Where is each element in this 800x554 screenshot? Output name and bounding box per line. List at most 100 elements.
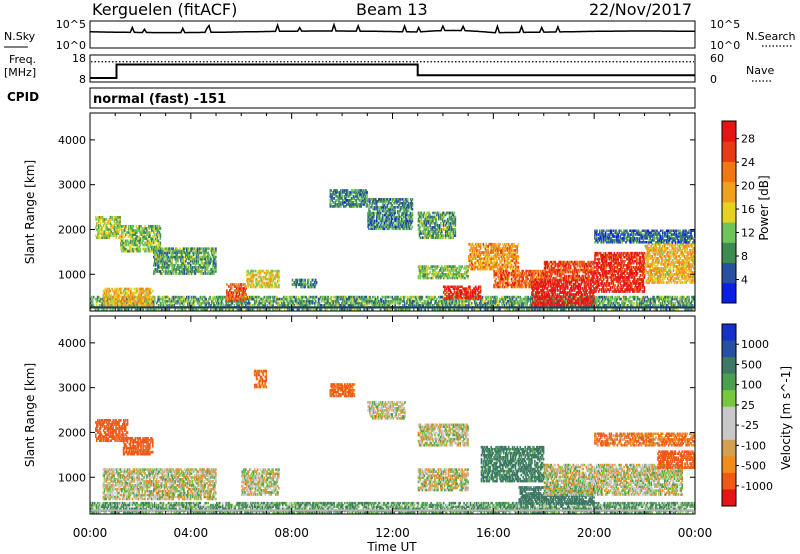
data-cell	[504, 295, 506, 299]
data-cell	[380, 297, 383, 301]
data-cell	[196, 270, 199, 273]
data-cell	[526, 297, 528, 301]
data-cell	[250, 269, 252, 273]
data-cell	[357, 299, 360, 303]
data-cell	[441, 299, 443, 303]
data-cell	[99, 218, 102, 221]
data-cell	[494, 301, 496, 305]
data-cell	[240, 285, 243, 288]
data-cell	[147, 241, 149, 245]
data-cell	[653, 297, 655, 301]
data-cell	[390, 225, 393, 229]
data-cell	[100, 228, 103, 231]
data-cell	[119, 228, 121, 231]
data-cell	[107, 297, 110, 301]
data-cell	[495, 297, 497, 301]
data-cell	[345, 301, 347, 305]
data-cell	[153, 272, 155, 275]
data-cell	[374, 225, 376, 229]
data-cell	[276, 271, 278, 275]
data-cell	[248, 301, 250, 305]
data-cell	[325, 297, 328, 301]
data-cell	[324, 295, 327, 299]
data-cell	[213, 266, 215, 269]
data-cell	[248, 299, 250, 303]
data-cell	[474, 299, 477, 303]
data-cell	[685, 304, 687, 307]
data-cell	[138, 287, 141, 291]
data-cell	[120, 289, 122, 293]
data-cell	[212, 261, 214, 265]
data-cell	[390, 221, 393, 225]
data-cell	[164, 295, 167, 299]
data-cell	[367, 215, 369, 219]
data-cell	[179, 297, 181, 301]
data-cell	[669, 308, 672, 311]
data-cell	[116, 297, 118, 301]
data-cell	[376, 202, 378, 205]
data-cell	[526, 299, 528, 303]
data-cell	[132, 229, 135, 232]
data-cell	[382, 223, 385, 227]
data-cell	[419, 304, 422, 307]
data-cell	[532, 295, 534, 299]
data-cell	[301, 295, 303, 299]
data-cell	[322, 304, 325, 307]
data-cell	[320, 299, 323, 303]
data-cell	[95, 297, 98, 301]
data-cell	[208, 257, 210, 261]
data-cell	[374, 200, 376, 203]
data-cell	[213, 304, 215, 307]
data-cell	[119, 234, 121, 238]
data-cell	[114, 291, 116, 295]
data-cell	[277, 299, 279, 303]
data-cell	[657, 304, 659, 307]
data-cell	[374, 219, 376, 223]
data-cell	[402, 299, 404, 303]
data-cell	[293, 304, 296, 307]
data-cell	[140, 303, 142, 307]
data-cell	[178, 251, 180, 255]
data-cell	[642, 308, 645, 311]
data-cell	[408, 304, 410, 307]
data-cell	[363, 304, 365, 307]
data-cell	[152, 231, 155, 234]
freq-label: Freq.	[9, 53, 36, 66]
data-cell	[240, 299, 243, 302]
data-cell	[217, 304, 219, 307]
data-cell	[498, 308, 500, 311]
data-cell	[481, 297, 484, 301]
data-cell	[376, 211, 378, 215]
data-cell	[496, 299, 498, 303]
data-cell	[234, 295, 237, 298]
data-cell	[644, 295, 647, 299]
data-cell	[329, 297, 332, 301]
data-cell	[430, 297, 432, 301]
data-cell	[269, 301, 271, 305]
data-cell	[346, 193, 349, 196]
data-cell	[462, 299, 464, 303]
data-cell	[198, 299, 201, 303]
data-cell	[359, 308, 362, 311]
data-cell	[553, 308, 555, 311]
data-cell	[339, 308, 341, 311]
data-cell	[372, 227, 374, 231]
data-cell	[391, 223, 393, 227]
data-cell	[143, 227, 145, 230]
data-cell	[521, 304, 524, 307]
data-cell	[538, 308, 541, 311]
data-cell	[365, 191, 367, 194]
data-cell	[318, 308, 321, 311]
data-cell	[633, 301, 636, 305]
data-cell	[168, 272, 171, 275]
data-cell	[686, 297, 688, 301]
data-cell	[264, 275, 267, 279]
data-cell	[360, 205, 363, 208]
data-cell	[129, 225, 132, 228]
data-cell	[367, 213, 369, 217]
data-cell	[398, 297, 400, 301]
data-cell	[515, 297, 518, 301]
data-cell	[91, 301, 94, 305]
data-cell	[366, 304, 368, 307]
data-cell	[138, 249, 141, 253]
